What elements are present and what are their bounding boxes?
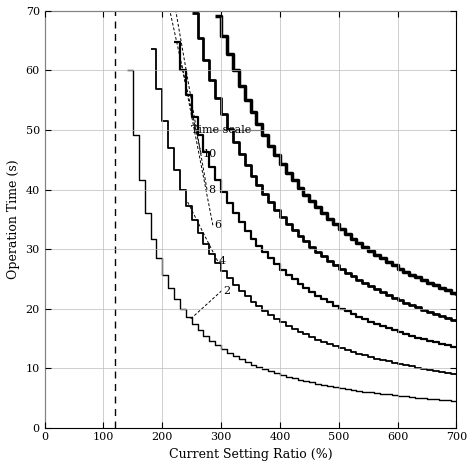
Text: 10: 10 [202, 149, 217, 159]
Text: 4: 4 [219, 256, 226, 266]
Y-axis label: Operation Time (s): Operation Time (s) [7, 160, 20, 279]
Text: Time scale: Time scale [191, 125, 251, 135]
X-axis label: Current Setting Ratio (%): Current Setting Ratio (%) [169, 448, 332, 461]
Text: 8: 8 [208, 184, 215, 195]
Text: 6: 6 [214, 220, 221, 230]
Text: 2: 2 [223, 286, 230, 296]
